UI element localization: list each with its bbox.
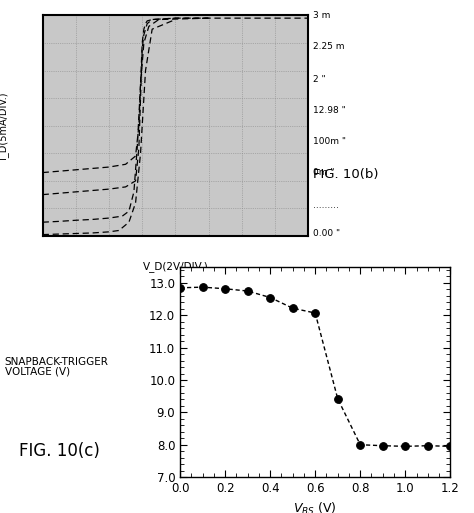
Text: FIG. 10(b): FIG. 10(b) xyxy=(313,168,378,181)
X-axis label: $V_{BS}$ (V): $V_{BS}$ (V) xyxy=(293,501,337,513)
Text: 3 m: 3 m xyxy=(313,11,330,20)
Text: .........: ......... xyxy=(313,201,339,210)
Text: 2 ": 2 " xyxy=(313,75,326,84)
Text: SNAPBACK-TRIGGER: SNAPBACK-TRIGGER xyxy=(5,357,109,367)
Text: I_D(5mA/DIV.): I_D(5mA/DIV.) xyxy=(0,92,9,160)
Text: 2.25 m: 2.25 m xyxy=(313,42,344,51)
Text: 0.00 ": 0.00 " xyxy=(313,229,340,238)
Text: VOLTAGE (V): VOLTAGE (V) xyxy=(5,367,70,377)
Text: FIG. 10(c): FIG. 10(c) xyxy=(19,442,100,461)
Text: 0m ": 0m " xyxy=(313,168,334,176)
Text: 100m ": 100m " xyxy=(313,136,346,146)
Text: V_D(2V/DIV.): V_D(2V/DIV.) xyxy=(143,261,208,272)
Text: 12.98 ": 12.98 " xyxy=(313,106,346,115)
